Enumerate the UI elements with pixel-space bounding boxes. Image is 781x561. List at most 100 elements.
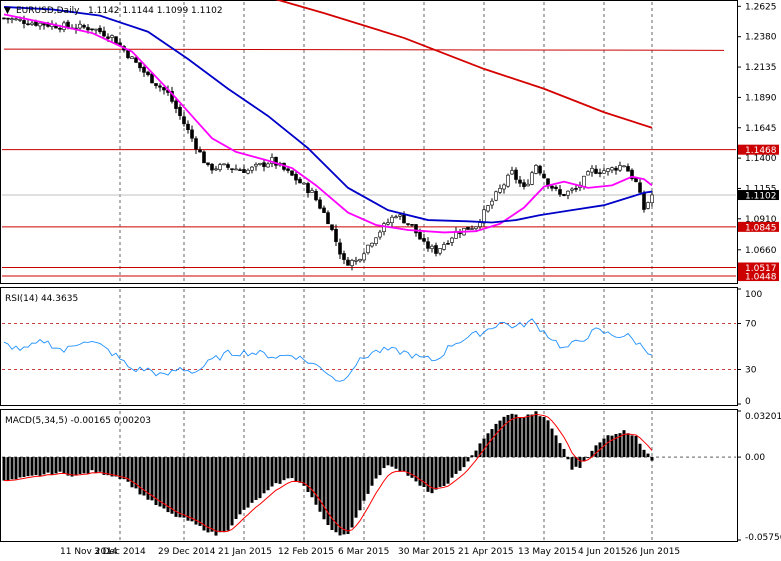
- level-price-label: 1.0448: [745, 273, 777, 283]
- macd-histogram-bar: [242, 457, 246, 510]
- macd-histogram-bar: [378, 457, 382, 476]
- macd-histogram-bar: [182, 457, 186, 518]
- candle-body: [106, 36, 110, 39]
- candle-body: [530, 172, 534, 185]
- macd-histogram-bar: [82, 457, 86, 474]
- macd-histogram-bar: [478, 443, 482, 458]
- price-axis: 1.2625 1.2380 1.2135 1.1890 1.1645 1.1400 1.11…: [737, 2, 781, 543]
- candle-body: [382, 223, 386, 232]
- macd-histogram-bar: [178, 457, 182, 518]
- candle-body: [174, 100, 178, 109]
- candle-body: [234, 168, 238, 171]
- macd-histogram-bar: [338, 457, 342, 536]
- moving-average-line: [3, 6, 653, 224]
- macd-histogram-bar: [282, 457, 286, 481]
- candle-body: [478, 222, 482, 227]
- rsi-y-tick-label: 100: [745, 290, 762, 300]
- candle-body: [474, 226, 478, 229]
- y-tick-label: 1.2135: [745, 63, 777, 73]
- candle-body: [582, 175, 586, 187]
- candle-body: [638, 182, 642, 193]
- candle-body: [334, 228, 338, 242]
- candle-body: [534, 165, 538, 174]
- macd-histogram-bar: [318, 457, 322, 512]
- candle-body: [430, 245, 434, 249]
- candle-body: [502, 184, 506, 190]
- macd-histogram-bar: [214, 457, 218, 536]
- candle-body: [162, 87, 166, 91]
- candle-body: [214, 168, 218, 171]
- macd-histogram-bar: [162, 457, 166, 509]
- candle-body: [218, 164, 222, 170]
- candle-body: [378, 231, 382, 238]
- candle-body: [322, 207, 326, 213]
- vertical-gridlines: [119, 2, 653, 540]
- candle-body: [470, 228, 474, 230]
- candle-body: [610, 167, 614, 171]
- candle-body: [134, 57, 138, 63]
- candle-body: [266, 163, 270, 168]
- candle-body: [522, 182, 526, 187]
- macd-histogram-bar: [398, 457, 402, 472]
- candle-body: [386, 222, 390, 225]
- candle-body: [310, 190, 314, 193]
- macd-histogram-bar: [46, 457, 50, 473]
- macd-histogram-bar: [202, 457, 206, 531]
- macd-histogram-bar: [250, 457, 254, 503]
- macd-histogram-bar: [142, 457, 146, 496]
- candle-body: [394, 216, 398, 219]
- macd-histogram-bar: [154, 457, 158, 506]
- candle-body: [518, 179, 522, 184]
- macd-histogram-bar: [450, 457, 454, 478]
- macd-histogram-bar: [194, 457, 198, 525]
- y-tick-label: 1.0910: [745, 215, 777, 225]
- candle-body: [422, 238, 426, 242]
- macd-histogram-bar: [286, 457, 290, 479]
- candle-body: [418, 232, 422, 240]
- macd-histogram-bar: [578, 457, 582, 468]
- candle-body: [98, 27, 102, 33]
- macd-histogram-bar: [410, 457, 414, 478]
- candle-body: [482, 209, 486, 224]
- candle-body: [18, 19, 22, 21]
- macd-histogram-bar: [166, 457, 170, 513]
- candle-body: [490, 200, 494, 206]
- macd-histogram-bar: [86, 457, 90, 474]
- level-price-tag: [738, 271, 779, 282]
- candle-body: [286, 168, 290, 171]
- price-panel[interactable]: [0, 0, 738, 284]
- macd-histogram-bar: [550, 428, 554, 458]
- macd-histogram-bar: [138, 457, 142, 495]
- macd-histogram-bar: [342, 457, 346, 535]
- candle-body: [602, 170, 606, 174]
- macd-histogram-bar: [590, 450, 594, 458]
- candle-body: [390, 216, 394, 224]
- current-price-tag: [738, 190, 779, 201]
- candle-body: [550, 185, 554, 189]
- macd-histogram-bar: [230, 457, 234, 526]
- macd-histogram-bar: [70, 457, 74, 477]
- rsi-panel[interactable]: [0, 287, 738, 406]
- macd-histogram-bar: [198, 457, 202, 526]
- x-tick-label: 3 Dec 2014: [94, 547, 146, 557]
- candle-body: [178, 107, 182, 116]
- candle-body: [198, 149, 202, 153]
- candle-body: [298, 178, 302, 184]
- macd-histogram-bar: [58, 457, 62, 472]
- collapse-arrow-icon[interactable]: ▼: [4, 6, 11, 16]
- rsi-line: [3, 318, 653, 382]
- macd-histogram-bar: [50, 457, 54, 476]
- candle-body: [222, 163, 226, 166]
- candle-body: [650, 194, 654, 204]
- macd-histogram-bar: [38, 457, 42, 476]
- macd-histogram-bar: [310, 457, 314, 498]
- macd-histogram-bar: [466, 457, 470, 462]
- candle-body: [186, 123, 190, 131]
- candle-body: [342, 253, 346, 260]
- macd-histogram-bar: [634, 435, 638, 458]
- macd-histogram-bar: [558, 443, 562, 458]
- macd-histogram-bar: [22, 457, 26, 477]
- candle-body: [190, 129, 194, 139]
